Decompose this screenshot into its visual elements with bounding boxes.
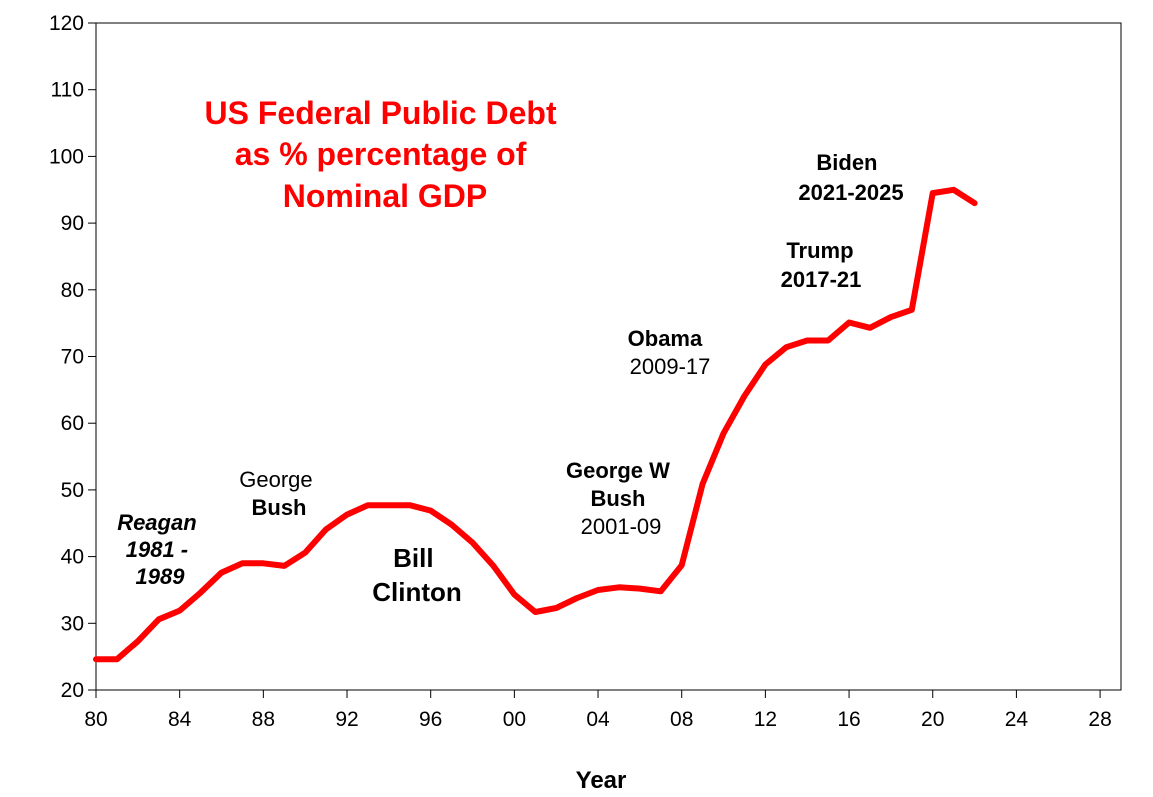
x-tick-label: 24 xyxy=(1005,708,1029,731)
annotation-reagan: Reagan 1981 - 1989 xyxy=(117,510,203,589)
annotation-george-w-bush: George W Bush 2001-09 xyxy=(566,458,676,539)
annotation-obama-line-1: Obama xyxy=(628,326,703,351)
x-tick-label: 04 xyxy=(586,708,610,731)
title-line-3: Nominal GDP xyxy=(283,178,487,214)
annotation-george-w-bush-line-3: 2001-09 xyxy=(581,514,662,539)
x-tick-label: 80 xyxy=(84,708,107,731)
annotation-trump-line-1: Trump xyxy=(786,238,853,263)
y-tick-label: 50 xyxy=(61,479,84,502)
x-tick-label: 16 xyxy=(837,708,860,731)
x-tick-label: 00 xyxy=(503,708,526,731)
annotation-reagan-line-3: 1989 xyxy=(136,564,186,589)
annotation-reagan-line-2: 1981 - xyxy=(126,537,188,562)
annotation-george-w-bush-line-2: Bush xyxy=(590,486,645,511)
y-axis: 20 30 40 50 60 70 80 90 100 110 120 xyxy=(49,12,96,702)
annotation-bill-clinton-line-2: Clinton xyxy=(372,577,462,607)
annotation-biden-line-1: Biden xyxy=(816,150,877,175)
y-tick-label: 110 xyxy=(51,79,84,102)
annotation-george-bush: George Bush xyxy=(239,467,319,520)
title-line-2: as % percentage of xyxy=(235,136,527,172)
x-axis-label: Year xyxy=(576,767,627,794)
x-tick-label: 84 xyxy=(168,708,192,731)
y-tick-label: 80 xyxy=(61,279,84,302)
annotation-george-w-bush-line-1: George W xyxy=(566,458,670,483)
x-tick-label: 28 xyxy=(1088,708,1111,731)
y-tick-label: 30 xyxy=(61,612,84,635)
x-tick-label: 92 xyxy=(335,708,358,731)
annotation-trump-line-2: 2017-21 xyxy=(781,267,862,292)
annotation-reagan-line-1: Reagan xyxy=(117,510,196,535)
debt-series-line xyxy=(93,186,978,663)
y-tick-label: 90 xyxy=(61,212,84,235)
title-line-1: US Federal Public Debt xyxy=(205,95,557,131)
annotation-trump: Trump 2017-21 xyxy=(781,238,862,292)
y-tick-label: 120 xyxy=(49,12,84,35)
x-tick-label: 12 xyxy=(754,708,777,731)
y-tick-label: 60 xyxy=(61,412,84,435)
x-tick-label: 88 xyxy=(252,708,275,731)
annotation-obama: Obama 2009-17 xyxy=(628,326,711,379)
annotation-george-bush-line-1: George xyxy=(239,467,312,492)
x-axis: 80 84 88 92 96 00 04 08 12 16 20 24 28 xyxy=(84,690,1112,731)
annotation-biden: Biden 2021-2025 xyxy=(798,150,903,205)
y-tick-label: 40 xyxy=(61,546,84,569)
x-tick-label: 20 xyxy=(921,708,944,731)
annotation-biden-line-2: 2021-2025 xyxy=(798,180,903,205)
chart-title: US Federal Public Debt as % percentage o… xyxy=(205,95,566,214)
y-tick-label: 70 xyxy=(61,346,84,369)
annotation-george-bush-line-2: Bush xyxy=(252,495,307,520)
y-tick-label: 20 xyxy=(61,679,84,702)
x-tick-label: 96 xyxy=(419,708,442,731)
x-tick-label: 08 xyxy=(670,708,693,731)
annotation-bill-clinton: Bill Clinton xyxy=(372,543,462,607)
annotation-obama-line-2: 2009-17 xyxy=(630,354,711,379)
annotation-bill-clinton-line-1: Bill xyxy=(393,543,433,573)
y-tick-label: 100 xyxy=(49,145,84,168)
